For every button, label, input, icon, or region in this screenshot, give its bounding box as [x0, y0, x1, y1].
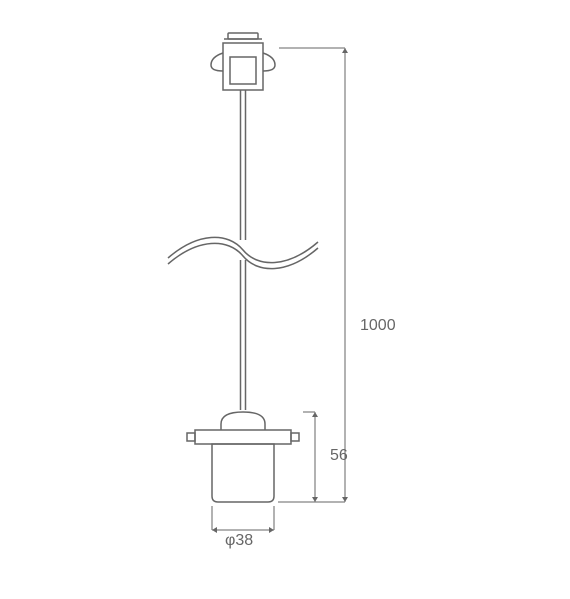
pendant-light-drawing: 1000 56 φ38: [0, 0, 570, 599]
dimension-total_height: 1000: [360, 317, 396, 334]
dimension-diameter: φ38: [225, 532, 253, 549]
dimension-socket_height: 56: [330, 447, 348, 464]
